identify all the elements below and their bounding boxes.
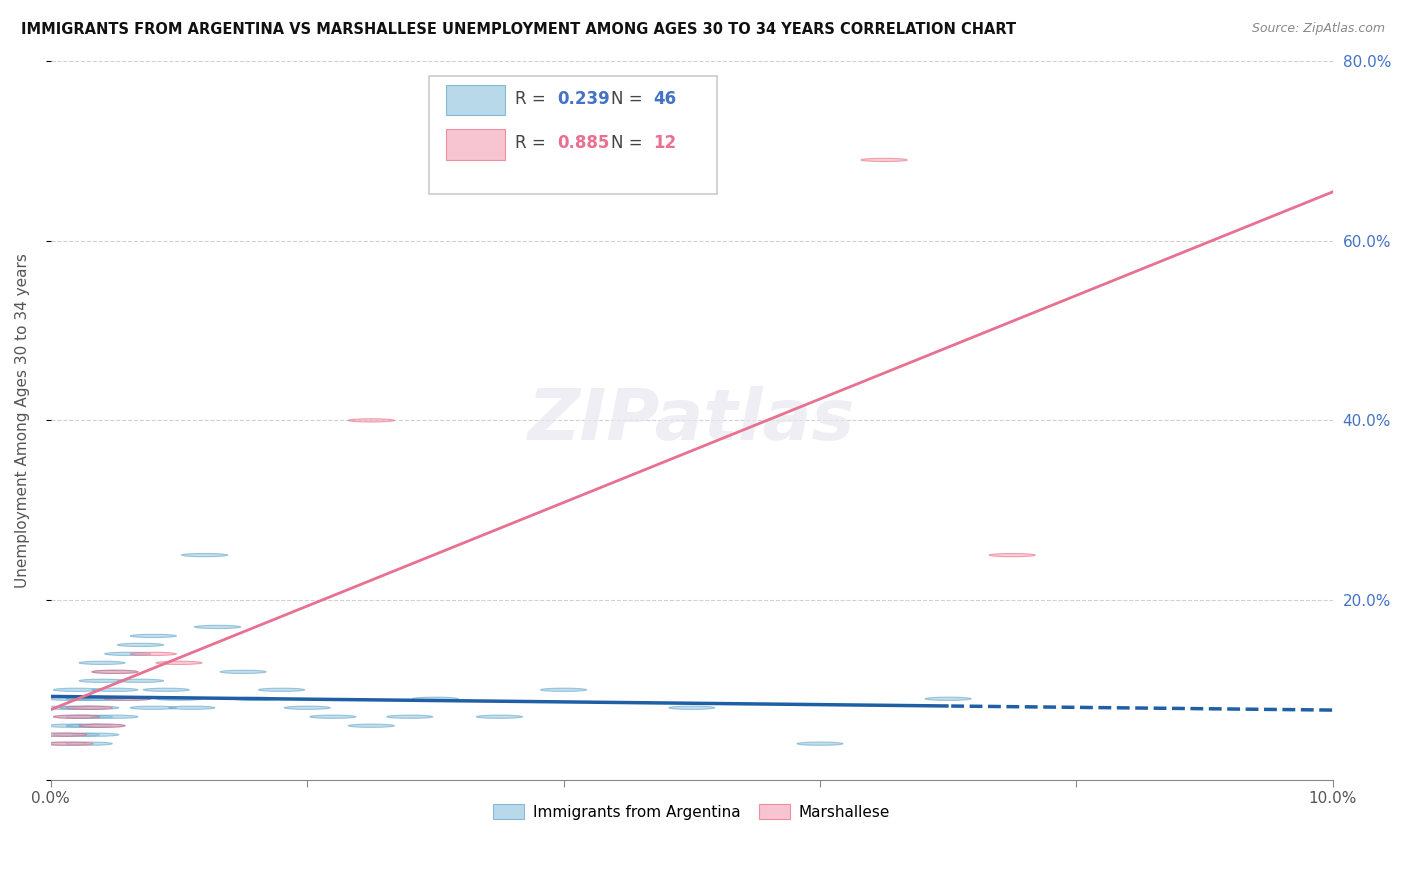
Legend: Immigrants from Argentina, Marshallese: Immigrants from Argentina, Marshallese [488, 798, 896, 826]
Circle shape [46, 742, 93, 746]
FancyBboxPatch shape [446, 85, 505, 115]
Circle shape [104, 652, 150, 656]
Circle shape [79, 698, 125, 700]
Circle shape [284, 706, 330, 709]
Text: N =: N = [612, 89, 648, 108]
Text: ZIPatlas: ZIPatlas [529, 386, 855, 455]
Circle shape [387, 715, 433, 718]
Circle shape [66, 724, 112, 727]
Circle shape [309, 715, 356, 718]
Circle shape [79, 724, 125, 727]
Circle shape [477, 715, 523, 718]
Circle shape [53, 715, 100, 718]
Circle shape [91, 689, 138, 691]
Circle shape [46, 698, 93, 700]
Circle shape [990, 553, 1035, 557]
Circle shape [91, 670, 138, 673]
FancyBboxPatch shape [446, 129, 505, 160]
Circle shape [73, 706, 118, 709]
Circle shape [79, 661, 125, 665]
Circle shape [797, 742, 844, 746]
Circle shape [46, 724, 93, 727]
Circle shape [221, 670, 266, 673]
Text: 46: 46 [654, 89, 676, 108]
Circle shape [79, 724, 125, 727]
Circle shape [412, 698, 458, 700]
Circle shape [181, 553, 228, 557]
Circle shape [104, 698, 150, 700]
Circle shape [66, 706, 112, 709]
Circle shape [41, 706, 87, 709]
Circle shape [131, 652, 177, 656]
Circle shape [91, 715, 138, 718]
Circle shape [104, 698, 150, 700]
Circle shape [131, 634, 177, 638]
Circle shape [53, 689, 100, 691]
Text: Source: ZipAtlas.com: Source: ZipAtlas.com [1251, 22, 1385, 36]
Circle shape [66, 742, 112, 746]
Circle shape [156, 661, 202, 665]
Circle shape [131, 706, 177, 709]
Circle shape [118, 679, 163, 682]
Circle shape [53, 733, 100, 736]
FancyBboxPatch shape [429, 76, 717, 194]
Text: 12: 12 [654, 134, 676, 153]
Circle shape [79, 679, 125, 682]
Circle shape [60, 706, 105, 709]
Circle shape [118, 643, 163, 647]
Circle shape [925, 698, 972, 700]
Circle shape [169, 706, 215, 709]
Circle shape [860, 158, 907, 161]
Circle shape [41, 733, 87, 736]
Circle shape [349, 418, 395, 422]
Text: 0.239: 0.239 [557, 89, 610, 108]
Circle shape [194, 625, 240, 629]
Text: R =: R = [515, 134, 551, 153]
Text: R =: R = [515, 89, 551, 108]
Circle shape [540, 689, 586, 691]
Circle shape [66, 715, 112, 718]
Circle shape [41, 742, 87, 746]
Circle shape [669, 706, 714, 709]
Circle shape [349, 724, 395, 727]
Circle shape [53, 715, 100, 718]
Circle shape [233, 698, 278, 700]
Text: 0.885: 0.885 [557, 134, 610, 153]
Circle shape [73, 733, 118, 736]
Text: N =: N = [612, 134, 648, 153]
Text: IMMIGRANTS FROM ARGENTINA VS MARSHALLESE UNEMPLOYMENT AMONG AGES 30 TO 34 YEARS : IMMIGRANTS FROM ARGENTINA VS MARSHALLESE… [21, 22, 1017, 37]
Circle shape [91, 670, 138, 673]
Circle shape [143, 689, 190, 691]
Circle shape [66, 698, 112, 700]
Y-axis label: Unemployment Among Ages 30 to 34 years: Unemployment Among Ages 30 to 34 years [15, 253, 30, 588]
Circle shape [259, 689, 305, 691]
Circle shape [156, 698, 202, 700]
Circle shape [34, 733, 80, 736]
